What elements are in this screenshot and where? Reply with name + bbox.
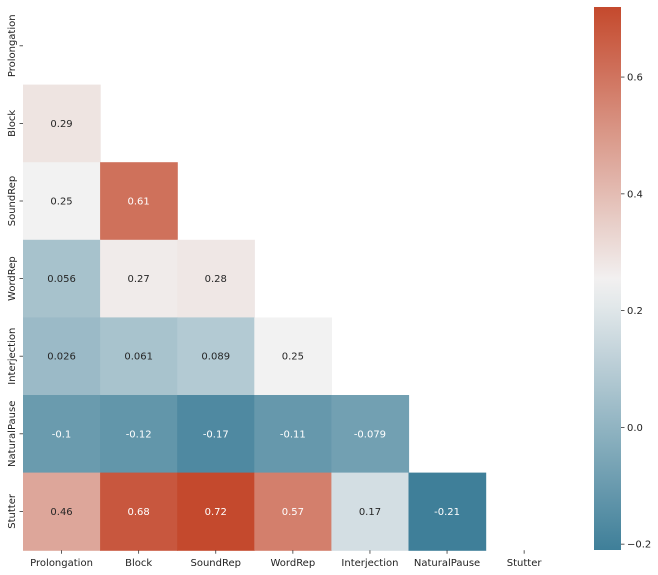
x-tick-label-prolongation: Prolongation (30, 558, 93, 569)
heatmap-cell-stutter-prolongation (23, 472, 101, 551)
heatmap-cell-soundrep-prolongation (23, 162, 101, 241)
heatmap-cell-stutter-interjection (331, 472, 410, 551)
heatmap-cell-block-prolongation (23, 84, 101, 163)
colorbar-gradient (594, 7, 621, 550)
y-tick-label-wordrep: WordRep (7, 256, 18, 301)
y-tick-label-naturalpause: NaturalPause (7, 401, 18, 467)
x-tick-label-naturalpause: NaturalPause (414, 558, 480, 569)
cell-value-wordrep-soundrep: 0.28 (205, 274, 227, 285)
heatmap-cells (23, 84, 487, 551)
x-axis: Prolongation Block SoundRep WordRep Interjec… (30, 550, 542, 569)
y-tick-label-interjection: Interjection (7, 328, 18, 385)
y-tick-label-block: Block (7, 110, 18, 137)
cell-value-wordrep-prolongation: 0.056 (47, 274, 76, 285)
y-tick-label-soundrep: SoundRep (7, 176, 18, 227)
heatmap-cell-interjection-prolongation (23, 317, 101, 396)
cell-value-naturalpause-wordrep: -0.11 (280, 429, 306, 440)
cell-value-interjection-wordrep: 0.25 (282, 352, 304, 363)
heatmap-cell-labels: 0.29 0.25 0.61 0.056 0.27 0.28 0.026 0.061 0.089… (47, 119, 460, 518)
cell-value-stutter-prolongation: 0.46 (50, 507, 72, 518)
heatmap-cell-wordrep-block (100, 239, 178, 318)
heatmap-cell-naturalpause-wordrep (254, 395, 332, 474)
heatmap-cell-naturalpause-block (100, 395, 178, 474)
colorbar-tick-label: 0.6 (627, 73, 643, 84)
cell-value-naturalpause-prolongation: -0.1 (52, 429, 72, 440)
x-tick-label-stutter: Stutter (507, 558, 543, 569)
heatmap-cell-naturalpause-prolongation (23, 395, 101, 474)
cell-value-interjection-soundrep: 0.089 (201, 352, 230, 363)
x-tick-label-wordrep: WordRep (270, 558, 315, 569)
cell-value-block-prolongation: 0.29 (50, 119, 72, 130)
colorbar-tick-label: −0.2 (627, 540, 651, 551)
cell-value-stutter-interjection: 0.17 (359, 507, 381, 518)
colorbar-tick-label: 0.2 (627, 306, 643, 317)
cell-value-soundrep-prolongation: 0.25 (50, 197, 72, 208)
y-tick-label-stutter: Stutter (7, 493, 18, 529)
cell-value-interjection-block: 0.061 (124, 352, 153, 363)
cell-value-naturalpause-interjection: -0.079 (354, 429, 386, 440)
y-tick-label-prolongation: Prolongation (7, 14, 18, 77)
cell-value-wordrep-block: 0.27 (128, 274, 150, 285)
cell-value-naturalpause-block: -0.12 (126, 429, 152, 440)
colorbar-tick-label: 0.0 (627, 423, 643, 434)
heatmap-cell-interjection-wordrep (254, 317, 332, 396)
y-axis: Prolongation Block SoundRep WordRep Interjec… (7, 14, 23, 529)
x-tick-label-block: Block (125, 558, 152, 569)
heatmap-cell-stutter-soundrep (177, 472, 255, 551)
heatmap-cell-stutter-block (100, 472, 178, 551)
cell-value-stutter-block: 0.68 (128, 507, 150, 518)
heatmap-cell-interjection-block (100, 317, 178, 396)
heatmap-cell-soundrep-block (100, 162, 178, 241)
heatmap-cell-wordrep-soundrep (177, 239, 255, 318)
x-tick-label-soundrep: SoundRep (191, 558, 242, 569)
heatmap-cell-wordrep-prolongation (23, 239, 101, 318)
heatmap-cell-stutter-wordrep (254, 472, 332, 551)
heatmap-cell-stutter-naturalpause (408, 472, 487, 551)
cell-value-stutter-naturalpause: -0.21 (434, 507, 460, 518)
cell-value-stutter-soundrep: 0.72 (205, 507, 227, 518)
cell-value-soundrep-block: 0.61 (128, 197, 150, 208)
colorbar-tick-label: 0.4 (627, 189, 643, 200)
cell-value-naturalpause-soundrep: -0.17 (203, 429, 229, 440)
x-tick-label-interjection: Interjection (341, 558, 398, 569)
heatmap-cell-naturalpause-soundrep (177, 395, 255, 474)
cell-value-stutter-wordrep: 0.57 (282, 507, 304, 518)
cell-value-interjection-prolongation: 0.026 (47, 352, 76, 363)
heatmap-cell-naturalpause-interjection (331, 395, 410, 474)
heatmap-cell-interjection-soundrep (177, 317, 255, 396)
colorbar: −0.2 0.0 0.2 0.4 0.6 (594, 7, 651, 551)
